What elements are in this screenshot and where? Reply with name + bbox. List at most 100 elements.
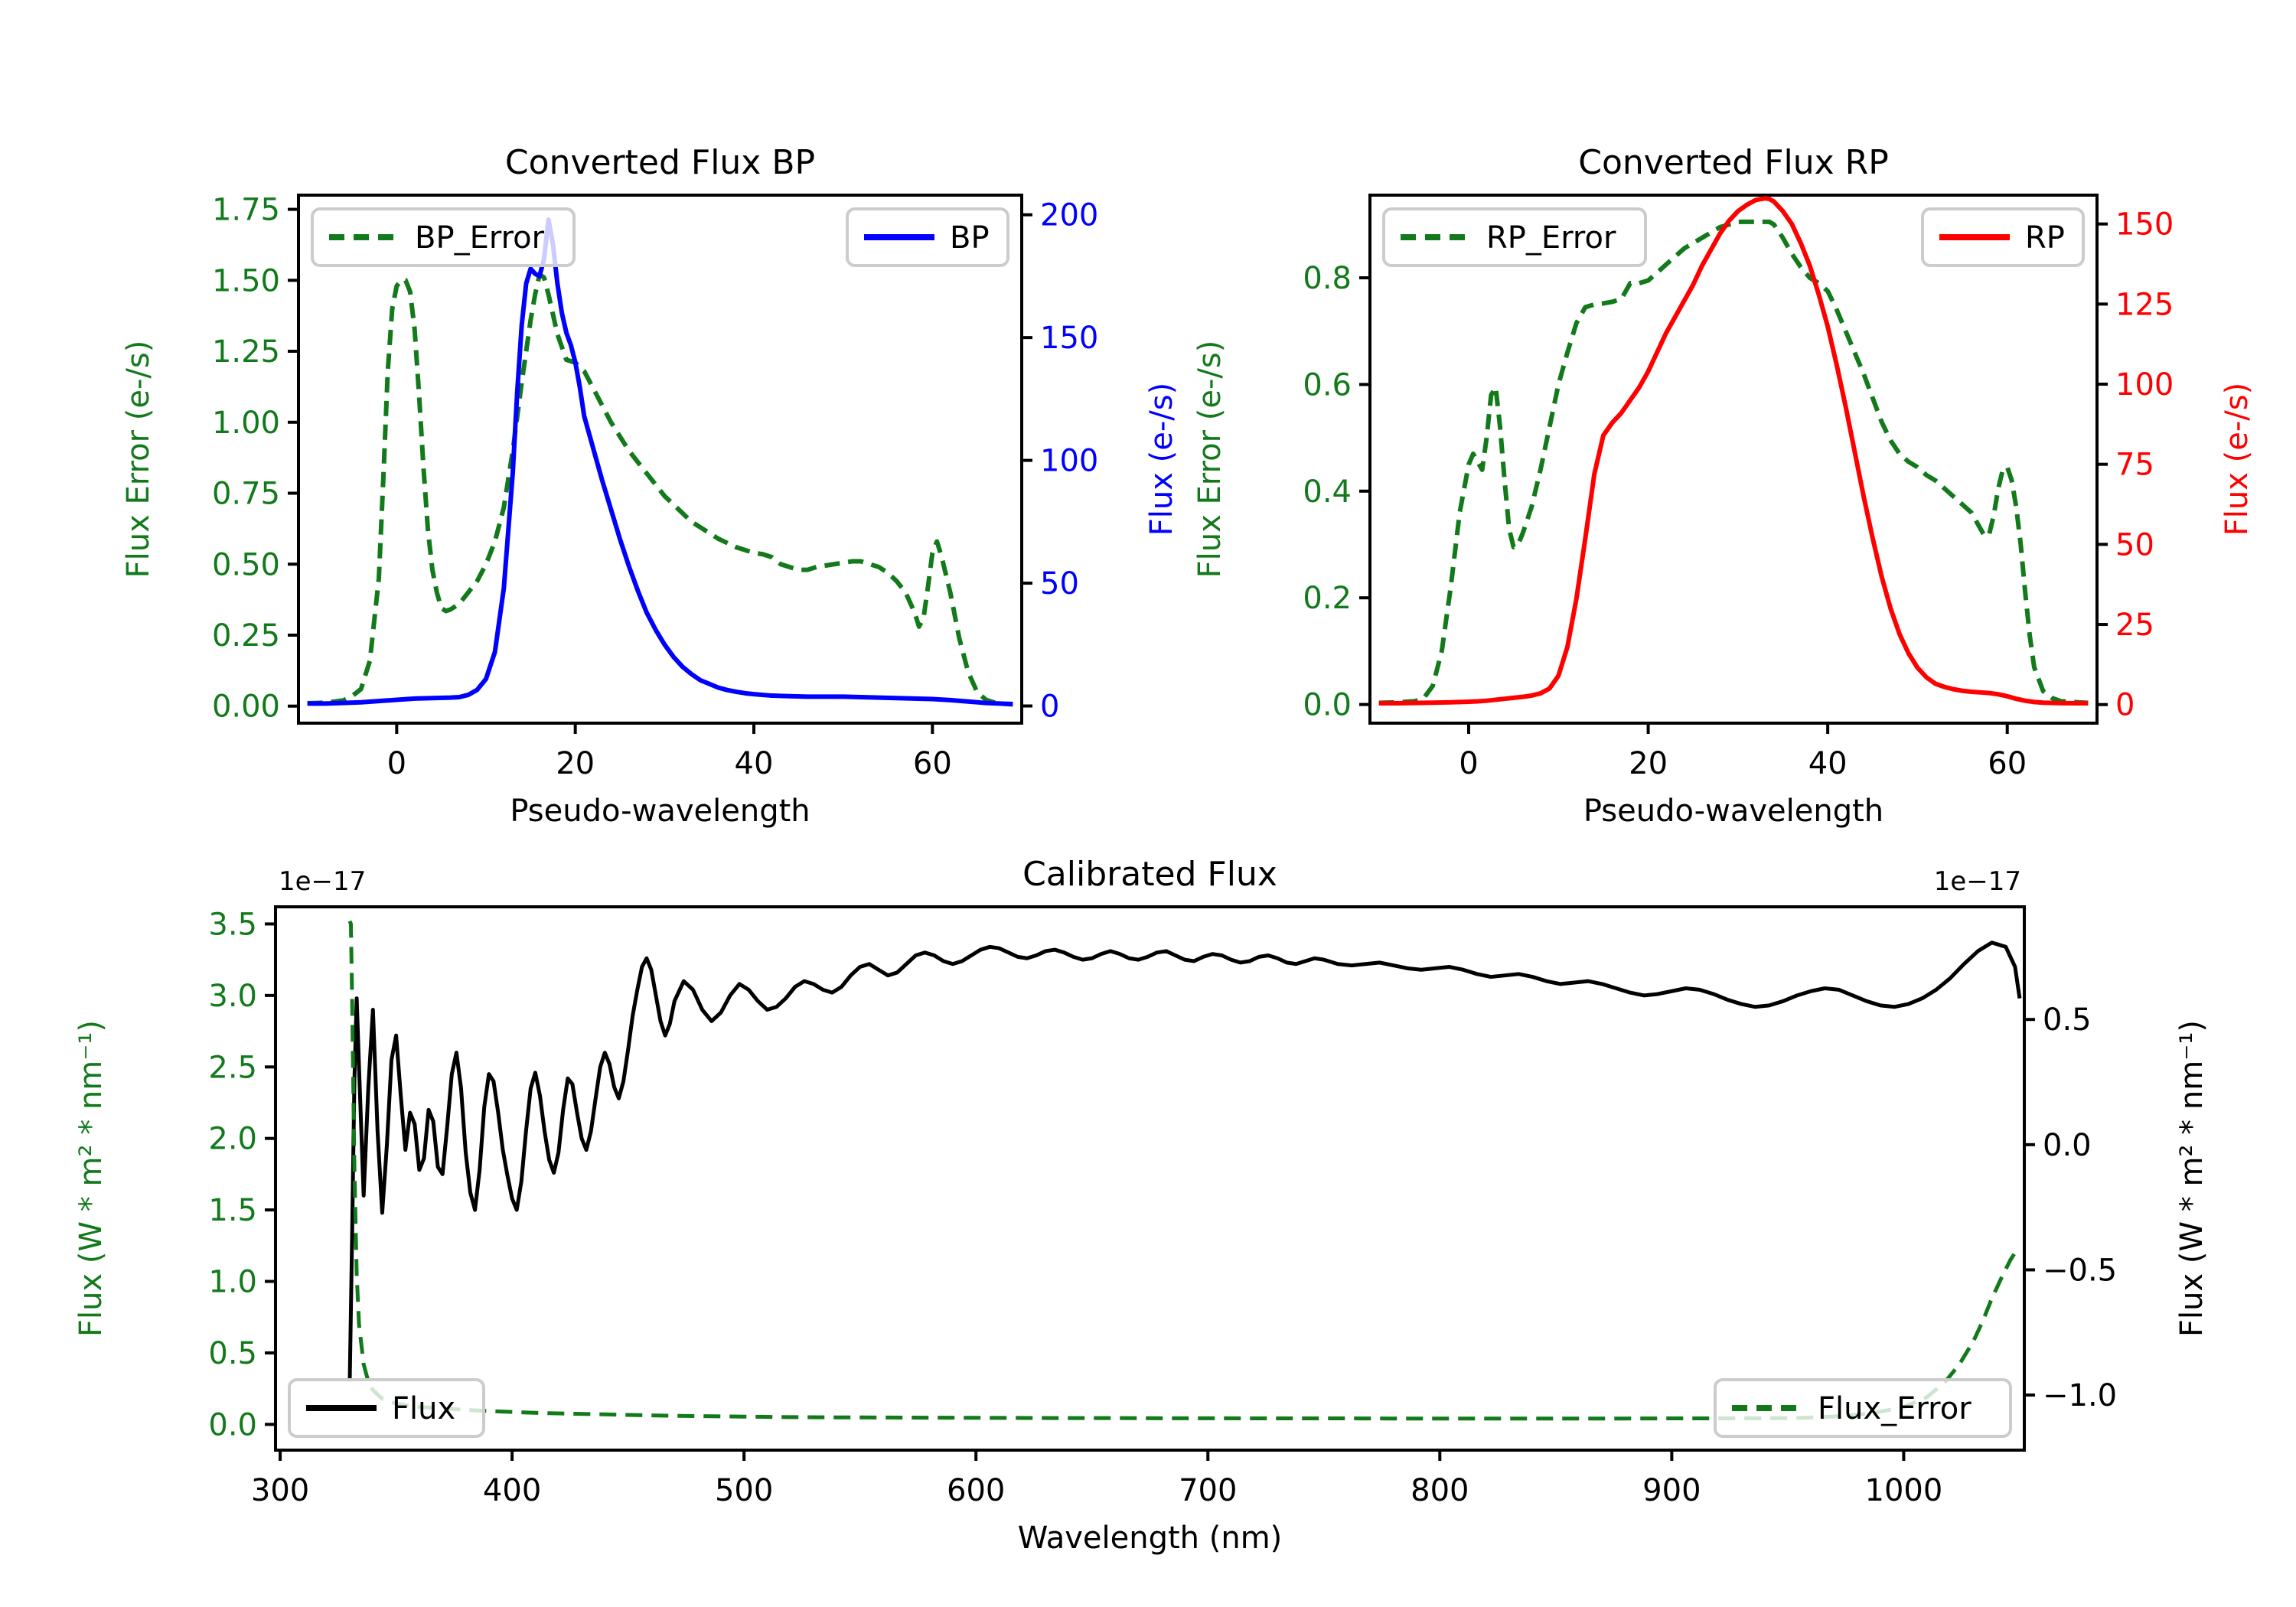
series-line-rp_error <box>1378 219 2089 706</box>
panel-title-bp: Converted Flux BP <box>505 143 815 182</box>
series-line-rp <box>1378 196 2089 706</box>
axes-frame-rp <box>1368 194 2099 725</box>
xtick-label: 800 <box>1411 1473 1469 1508</box>
legend-box <box>288 1378 485 1438</box>
legend-label-flux: Flux <box>392 1391 455 1426</box>
series-line-bp <box>307 217 1013 706</box>
ytick-left-label: 0.8 <box>1303 261 1352 296</box>
ytick-right-label: −0.5 <box>2043 1253 2117 1288</box>
series-line-flux_error <box>347 920 2017 1421</box>
xtick-label: 40 <box>1808 746 1848 781</box>
ytick-right-label: −1.0 <box>2043 1378 2117 1413</box>
ytick-right-label: 200 <box>1040 198 1098 233</box>
yaxis-label-left-rp: Flux Error (e-/s) <box>1192 341 1228 579</box>
axes-frame-calibrated <box>274 905 2026 1452</box>
panel-title-calibrated: Calibrated Flux <box>1022 855 1277 894</box>
ytick-left-label: 3.0 <box>208 979 257 1014</box>
offset-left-calibrated: 1e−17 <box>279 866 366 897</box>
legend-rp[interactable]: RP <box>1921 207 2085 267</box>
axes-frame-bp <box>297 194 1023 725</box>
ytick-right-label: 0.5 <box>2043 1002 2092 1038</box>
xtick-label: 60 <box>913 746 952 781</box>
xtick-label: 700 <box>1179 1473 1237 1508</box>
xtick-label: 300 <box>251 1473 309 1508</box>
xtick-label: 60 <box>1988 746 2027 781</box>
legend-rp_error[interactable]: RP_Error <box>1382 207 1647 267</box>
ytick-right-label: 50 <box>2115 527 2154 562</box>
legend-label-bp_error: BP_Error <box>415 220 545 256</box>
ytick-left-label: 1.25 <box>212 334 280 370</box>
xtick-label: 400 <box>483 1473 541 1508</box>
xtick-label: 40 <box>735 746 774 781</box>
yaxis-label-left-bp: Flux Error (e-/s) <box>121 341 156 579</box>
ytick-left-label: 0.6 <box>1303 367 1352 403</box>
ytick-left-label: 0.0 <box>1303 688 1352 723</box>
legend-bp_error[interactable]: BP_Error <box>311 207 576 267</box>
ytick-left-label: 0.2 <box>1303 581 1352 616</box>
ytick-right-label: 0 <box>1040 689 1059 725</box>
legend-label-rp: RP <box>2025 220 2065 256</box>
xtick-label: 0 <box>387 746 406 781</box>
ytick-right-label: 50 <box>1040 566 1079 601</box>
panel-title-rp: Converted Flux RP <box>1578 143 1889 182</box>
ytick-left-label: 1.5 <box>208 1193 257 1228</box>
ytick-left-label: 1.00 <box>212 406 280 441</box>
panel-calibrated: Calibrated Flux 1e−17 1e−17 300 400 500 600 700… <box>73 855 2210 1556</box>
xaxis-label-bp: Pseudo-wavelength <box>510 794 810 829</box>
ytick-left-label: 1.0 <box>208 1265 257 1300</box>
legend-bp[interactable]: BP <box>846 207 1009 267</box>
ytick-right-label: 125 <box>2115 287 2174 322</box>
ytick-right-label: 150 <box>2115 207 2174 243</box>
legend-flux[interactable]: Flux <box>288 1378 485 1438</box>
xtick-label: 500 <box>715 1473 773 1508</box>
data-layer-rp <box>1378 196 2089 706</box>
xaxis-label-calibrated: Wavelength (nm) <box>1018 1521 1283 1556</box>
ytick-right-label: 100 <box>2115 367 2174 403</box>
yaxis-label-right-bp: Flux (e-/s) <box>1144 383 1179 536</box>
legend-box <box>311 207 576 267</box>
panel-bp: Converted Flux BP 0 20 40 60 Pseudo-wavelengt… <box>121 143 1179 829</box>
ytick-left-label: 1.75 <box>212 193 280 228</box>
xaxis-label-rp: Pseudo-wavelength <box>1583 794 1883 829</box>
ytick-left-label: 3.5 <box>208 907 257 942</box>
ytick-left-label: 0.25 <box>212 618 280 654</box>
panel-rp: Converted Flux RP 0 20 40 60 Pseudo-wavelengt… <box>1192 143 2255 829</box>
series-line-bp_error <box>307 272 1013 707</box>
xtick-label: 20 <box>1629 746 1668 781</box>
legend-box <box>1714 1378 2012 1438</box>
yaxis-label-right-rp: Flux (e-/s) <box>2219 383 2255 536</box>
ytick-left-label: 2.0 <box>208 1122 257 1157</box>
data-layer-bp <box>307 217 1013 707</box>
ytick-right-label: 75 <box>2115 448 2154 483</box>
ytick-right-label: 0 <box>2115 688 2135 723</box>
legend-label-bp: BP <box>950 220 990 256</box>
yaxis-label-left-calibrated: Flux (W * m² * nm⁻¹) <box>73 1020 109 1337</box>
ytick-left-label: 0.75 <box>212 477 280 512</box>
ytick-left-label: 0.0 <box>208 1407 257 1442</box>
ytick-left-label: 0.5 <box>208 1336 257 1371</box>
ytick-left-label: 1.50 <box>212 263 280 298</box>
ytick-right-label: 150 <box>1040 321 1098 356</box>
xtick-label: 1000 <box>1865 1473 1943 1508</box>
ytick-right-label: 100 <box>1040 444 1098 479</box>
ytick-left-label: 0.00 <box>212 689 280 725</box>
ytick-right-label: 0.0 <box>2043 1128 2092 1163</box>
xtick-label: 900 <box>1642 1473 1701 1508</box>
ytick-right-label: 25 <box>2115 608 2154 643</box>
xtick-label: 600 <box>947 1473 1005 1508</box>
ytick-left-label: 0.50 <box>212 547 280 582</box>
series-line-flux <box>347 940 2022 1382</box>
data-layer-calibrated <box>347 920 2022 1421</box>
legend-box <box>1382 207 1647 267</box>
xtick-label: 0 <box>1459 746 1478 781</box>
legend-label-flux_error: Flux_Error <box>1818 1391 1971 1426</box>
offset-right-calibrated: 1e−17 <box>1934 866 2021 897</box>
ytick-left-label: 2.5 <box>208 1050 257 1085</box>
xtick-label: 20 <box>556 746 595 781</box>
legend-flux_error[interactable]: Flux_Error <box>1714 1378 2012 1438</box>
ytick-left-label: 0.4 <box>1303 474 1352 510</box>
legend-label-rp_error: RP_Error <box>1486 220 1616 256</box>
yaxis-label-right-calibrated: Flux (W * m² * nm⁻¹) <box>2174 1020 2210 1337</box>
